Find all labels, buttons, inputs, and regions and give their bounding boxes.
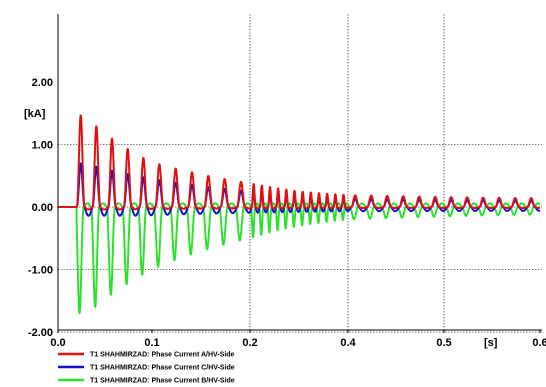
legend-label: T1 SHAHMIRZAD: Phase Current A/HV-Side — [90, 352, 235, 359]
x-tick-label: 0.0 — [50, 337, 65, 349]
series-line-2 — [57, 202, 541, 315]
x-axis-label: [s] — [484, 337, 498, 349]
y-tick-label: -1.00 — [28, 265, 53, 277]
series-layer — [57, 114, 541, 315]
legend-label: T1 SHAHMIRZAD: Phase Current B/HV-Side — [90, 378, 235, 385]
x-tick-label: 0.6 — [532, 337, 546, 349]
legend-label: T1 SHAHMIRZAD: Phase Current C/HV-Side — [90, 365, 235, 372]
y-tick-label: 0.00 — [32, 202, 53, 214]
x-tick-label: 0.5 — [436, 337, 451, 349]
x-tick-label: 0.1 — [144, 337, 159, 349]
y-tick-label: 1.00 — [32, 140, 53, 152]
y-axis-label: [kA] — [24, 108, 46, 120]
y-tick-label: 2.00 — [32, 77, 53, 89]
axes — [57, 14, 542, 331]
tick-labels: 2.00 1.00 0.00 -1.00 -2.000.0 0.1 0.2 0.4 0.5 0.6 — [28, 77, 546, 349]
x-tick-label: 0.4 — [340, 337, 356, 349]
series-line-1 — [57, 162, 541, 217]
legend: T1 SHAHMIRZAD: Phase Current A/HV-Side T1… — [58, 352, 235, 385]
plot-background — [58, 14, 542, 330]
series-line-0 — [57, 114, 541, 211]
y-tick-label: -2.00 — [28, 327, 53, 339]
x-tick-label: 0.2 — [242, 337, 257, 349]
